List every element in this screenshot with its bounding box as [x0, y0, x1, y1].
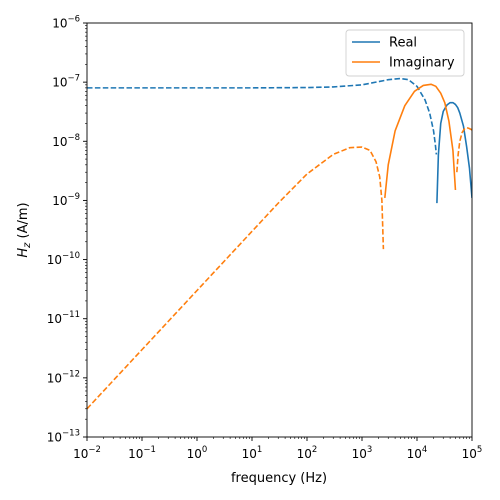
y-tick-label: 10−10 — [47, 251, 80, 267]
legend-real-label: Real — [389, 36, 417, 51]
series-real-line-1 — [436, 101, 472, 204]
y-tick-label: 10−7 — [52, 74, 80, 90]
y-tick-label: 10−8 — [52, 133, 80, 149]
y-axis-label-var: H — [16, 248, 31, 258]
legend-imaginary-label: Imaginary — [389, 56, 455, 71]
series-layer — [87, 77, 472, 410]
x-tick-label: 103 — [352, 445, 373, 461]
y-axis-label-sub: z — [22, 242, 33, 249]
series-real-line-0 — [87, 77, 438, 155]
y-tick-label: 10−9 — [52, 192, 80, 208]
x-tick-label: 102 — [297, 445, 318, 461]
y-tick-label: 10−12 — [47, 369, 80, 385]
x-tick-label: 10−2 — [73, 445, 101, 461]
plot-frame — [86, 22, 473, 438]
series-imaginary-line-2 — [456, 126, 472, 173]
series-imaginary-line-0 — [87, 146, 385, 410]
x-tick-label: 105 — [462, 445, 483, 461]
series-imaginary-line-1 — [384, 83, 457, 199]
y-tick-label: 10−6 — [52, 15, 80, 31]
y-tick-label: 10−11 — [47, 310, 80, 326]
y-axis-label: Hz (A/m) — [16, 202, 33, 257]
axes-layer: 10−2 10−1 100 101 102 103 104 105 10−13 10−12 10−1… — [47, 15, 483, 462]
x-tick-label: 101 — [242, 445, 263, 461]
x-tick-label: 100 — [187, 445, 208, 461]
y-tick-label: 10−13 — [47, 429, 80, 445]
x-axis-label: frequency (Hz) — [231, 471, 327, 486]
y-axis-label-unit: (A/m) — [16, 202, 31, 242]
x-tick-label: 10−1 — [128, 445, 156, 461]
legend: Real Imaginary — [345, 29, 465, 77]
x-tick-label: 104 — [407, 445, 428, 461]
